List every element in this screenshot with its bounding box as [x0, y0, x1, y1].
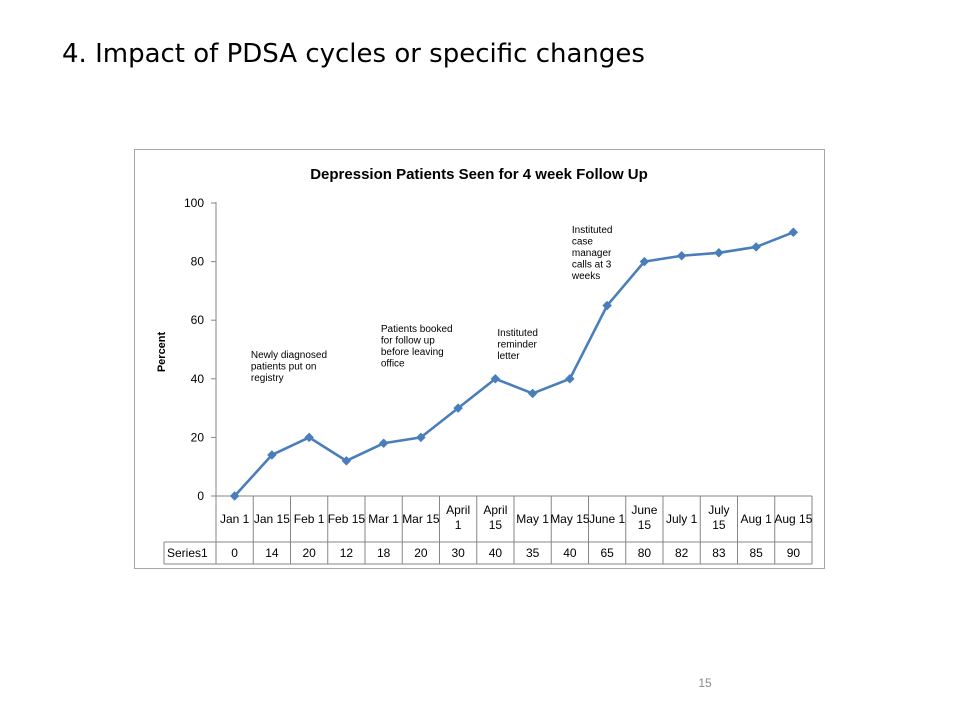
table-value: 40 — [563, 546, 577, 560]
chart-annotation: Instituted reminder letter — [497, 328, 538, 362]
data-table: Series1 Jan 1 0 Jan 15 14 Feb 1 20 Feb 15 12 Mar … — [163, 496, 813, 565]
chart-annotation: Patients booked for follow up before leavi… — [381, 324, 453, 370]
x-category-label: April 1 — [446, 503, 470, 532]
y-tick-label: 40 — [191, 372, 205, 386]
x-category-label: Aug 1 — [740, 512, 772, 526]
series-markers — [229, 227, 799, 501]
line-chart: Depression Patients Seen for 4 week Foll… — [156, 166, 813, 565]
slide-number: 15 — [698, 676, 712, 690]
x-category-label: July 15 — [708, 503, 729, 532]
series-line-group — [233, 231, 794, 497]
x-category-label: Feb 15 — [328, 512, 366, 526]
x-category-label: Mar 15 — [402, 512, 440, 526]
data-point-marker — [751, 242, 761, 252]
table-value: 14 — [265, 546, 279, 560]
y-tick-label: 0 — [197, 489, 204, 503]
table-series-label: Series1 — [167, 546, 208, 560]
y-tick-label: 80 — [191, 255, 205, 269]
chart-frame: Depression Patients Seen for 4 week Foll… — [134, 149, 825, 569]
x-category-label: April 15 — [483, 503, 507, 532]
data-point-marker — [527, 388, 538, 399]
y-tick-label: 100 — [184, 196, 204, 210]
x-category-label: Mar 1 — [368, 512, 399, 526]
x-category-label: June 15 — [631, 503, 657, 532]
data-point-marker — [453, 403, 463, 413]
table-value: 85 — [749, 546, 763, 560]
data-point-marker — [378, 438, 389, 449]
data-point-marker — [602, 300, 612, 311]
table-value: 20 — [302, 546, 316, 560]
table-value: 12 — [340, 546, 354, 560]
x-category-label: June 1 — [589, 512, 625, 526]
table-value: 82 — [675, 546, 689, 560]
table-value: 0 — [231, 546, 238, 560]
chart-axes: 0 20 40 60 80 100 — [184, 196, 812, 503]
chart-annotation: Newly diagnosed patients put on registry — [251, 350, 327, 384]
x-category-label: Jan 1 — [220, 512, 250, 526]
data-point-marker — [229, 491, 240, 501]
data-point-marker — [490, 373, 501, 384]
series-line — [233, 231, 794, 497]
chart-annotation: Instituted case manager calls at 3 weeks — [571, 225, 613, 282]
data-point-marker — [639, 256, 650, 267]
y-axis-label: Percent — [156, 331, 168, 372]
table-value: 18 — [377, 546, 391, 560]
data-point-marker — [341, 455, 352, 466]
table-value: 65 — [600, 546, 614, 560]
data-point-marker — [267, 450, 277, 460]
data-point-marker — [714, 247, 724, 258]
table-value: 83 — [712, 546, 726, 560]
x-category-label: Jan 15 — [254, 512, 290, 526]
table-value: 35 — [526, 546, 540, 560]
x-category-label: Aug 15 — [774, 512, 812, 526]
data-point-marker — [676, 250, 687, 261]
x-category-label: July 1 — [666, 512, 698, 526]
x-category-label: May 15 — [550, 512, 590, 526]
chart-annotations: Newly diagnosed patients put on registry Pa… — [251, 225, 613, 384]
slide-title: 4. Impact of PDSA cycles or specific cha… — [62, 39, 645, 69]
table-value: 80 — [638, 546, 652, 560]
table-value: 20 — [414, 546, 428, 560]
data-point-marker — [565, 373, 575, 384]
data-point-marker — [416, 432, 426, 443]
x-category-label: May 1 — [516, 512, 549, 526]
y-tick-label: 20 — [191, 430, 205, 444]
data-point-marker — [304, 432, 314, 443]
data-point-marker — [788, 227, 799, 238]
table-value: 40 — [489, 546, 503, 560]
y-tick-label: 60 — [191, 313, 205, 327]
x-category-label: Feb 1 — [294, 512, 325, 526]
chart-title: Depression Patients Seen for 4 week Foll… — [310, 166, 648, 183]
table-value: 90 — [787, 546, 801, 560]
table-value: 30 — [451, 546, 465, 560]
